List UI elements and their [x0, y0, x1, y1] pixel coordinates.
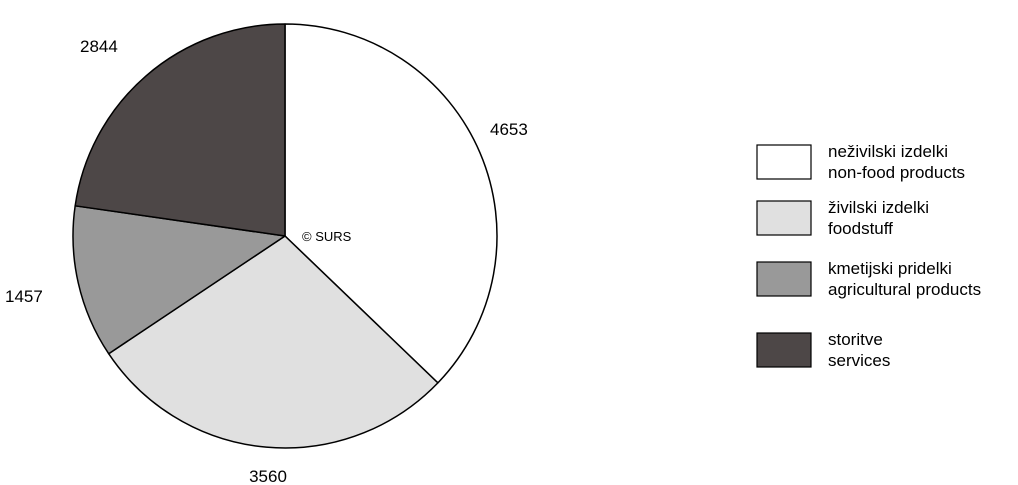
legend-label-3-line-2: agricultural products — [828, 280, 981, 299]
legend-label-4-line-2: services — [828, 351, 890, 370]
legend-swatch-2 — [756, 200, 812, 236]
slice-value-label-4: 2844 — [80, 37, 118, 56]
legend-label-4-line-1: storitve — [828, 330, 883, 349]
legend-label-2-line-2: foodstuff — [828, 219, 893, 238]
legend-item-4: storitve services — [756, 330, 890, 370]
pie-slice-4 — [74, 23, 286, 237]
watermark: © SURS — [302, 229, 352, 244]
legend-label-3-line-1: kmetijski pridelki — [828, 259, 952, 278]
legend-item-3: kmetijski pridelki agricultural products — [756, 259, 981, 299]
legend-swatch-1 — [756, 144, 812, 180]
slice-value-label-2: 3560 — [249, 467, 287, 485]
legend-label-1-line-1: neživilski izdelki — [828, 142, 948, 161]
pie-slice-1 — [284, 23, 498, 384]
slice-value-labels: 4653 3560 1457 2844 — [5, 37, 528, 485]
slice-value-label-1: 4653 — [490, 120, 528, 139]
legend-label-1-line-2: non-food products — [828, 163, 965, 182]
slice-value-label-3: 1457 — [5, 287, 43, 306]
legend-item-2: živilski izdelki foodstuff — [756, 198, 929, 238]
legend: neživilski izdelki non-food products živil… — [756, 142, 981, 370]
legend-item-1: neživilski izdelki non-food products — [756, 142, 965, 182]
pie-slices — [72, 23, 498, 449]
legend-swatch-4 — [756, 332, 812, 368]
legend-swatch-3 — [756, 261, 812, 297]
legend-label-2-line-1: živilski izdelki — [828, 198, 929, 217]
pie-slice-2 — [107, 235, 439, 449]
pie-slice-3 — [72, 205, 286, 355]
